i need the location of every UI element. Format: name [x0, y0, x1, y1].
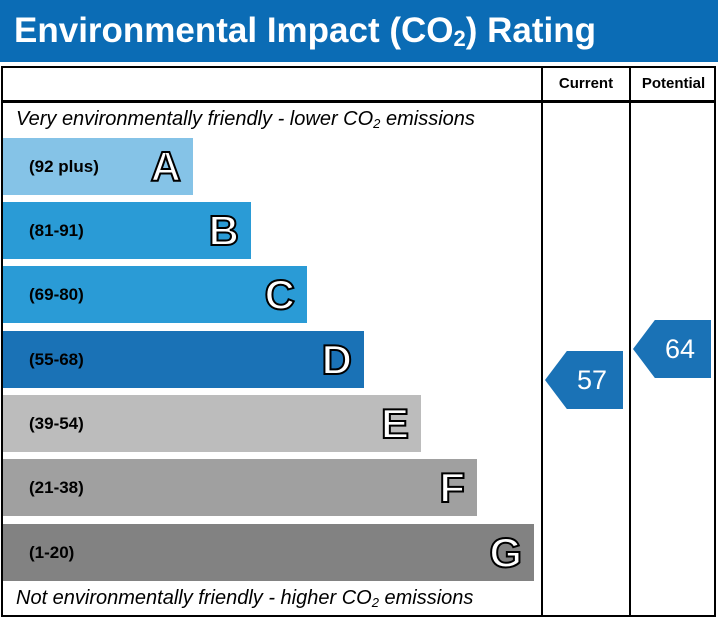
band-range: (69-80) — [29, 285, 84, 304]
band-range: (39-54) — [29, 414, 84, 433]
band-letter: A — [150, 142, 182, 191]
band-letter: B — [208, 206, 240, 255]
divider — [1, 100, 542, 103]
band-e: (39-54) E — [3, 395, 421, 452]
potential-rating-arrow: 64 — [633, 320, 711, 378]
band-letter: E — [380, 399, 410, 448]
divider — [629, 66, 631, 617]
band-c: (69-80) C — [3, 266, 307, 323]
divider — [541, 100, 716, 103]
top-note: Very environmentally friendly - lower CO… — [16, 108, 475, 131]
band-letter: D — [321, 335, 353, 384]
bottom-note: Not environmentally friendly - higher CO… — [16, 587, 474, 610]
column-header-current: Current — [558, 75, 614, 92]
band-d: (55-68) D — [3, 331, 364, 388]
band-a: (92 plus) A — [3, 138, 193, 195]
band-f: (21-38) F — [3, 459, 477, 516]
band-letter: C — [264, 270, 296, 319]
band-range: (1-20) — [29, 543, 75, 562]
column-header-potential: Potential — [641, 75, 706, 92]
band-b: (81-91) B — [3, 202, 251, 259]
band-g: (1-20) G — [3, 524, 534, 581]
band-letter: G — [488, 528, 523, 577]
chart-frame — [1, 66, 716, 617]
band-range: (55-68) — [29, 350, 84, 369]
band-range: (81-91) — [29, 221, 84, 240]
chart-title: Environmental Impact (CO2) Rating — [0, 0, 718, 62]
divider — [541, 66, 543, 617]
band-range: (92 plus) — [29, 157, 99, 176]
band-range: (21-38) — [29, 478, 84, 497]
band-letter: F — [438, 463, 466, 512]
